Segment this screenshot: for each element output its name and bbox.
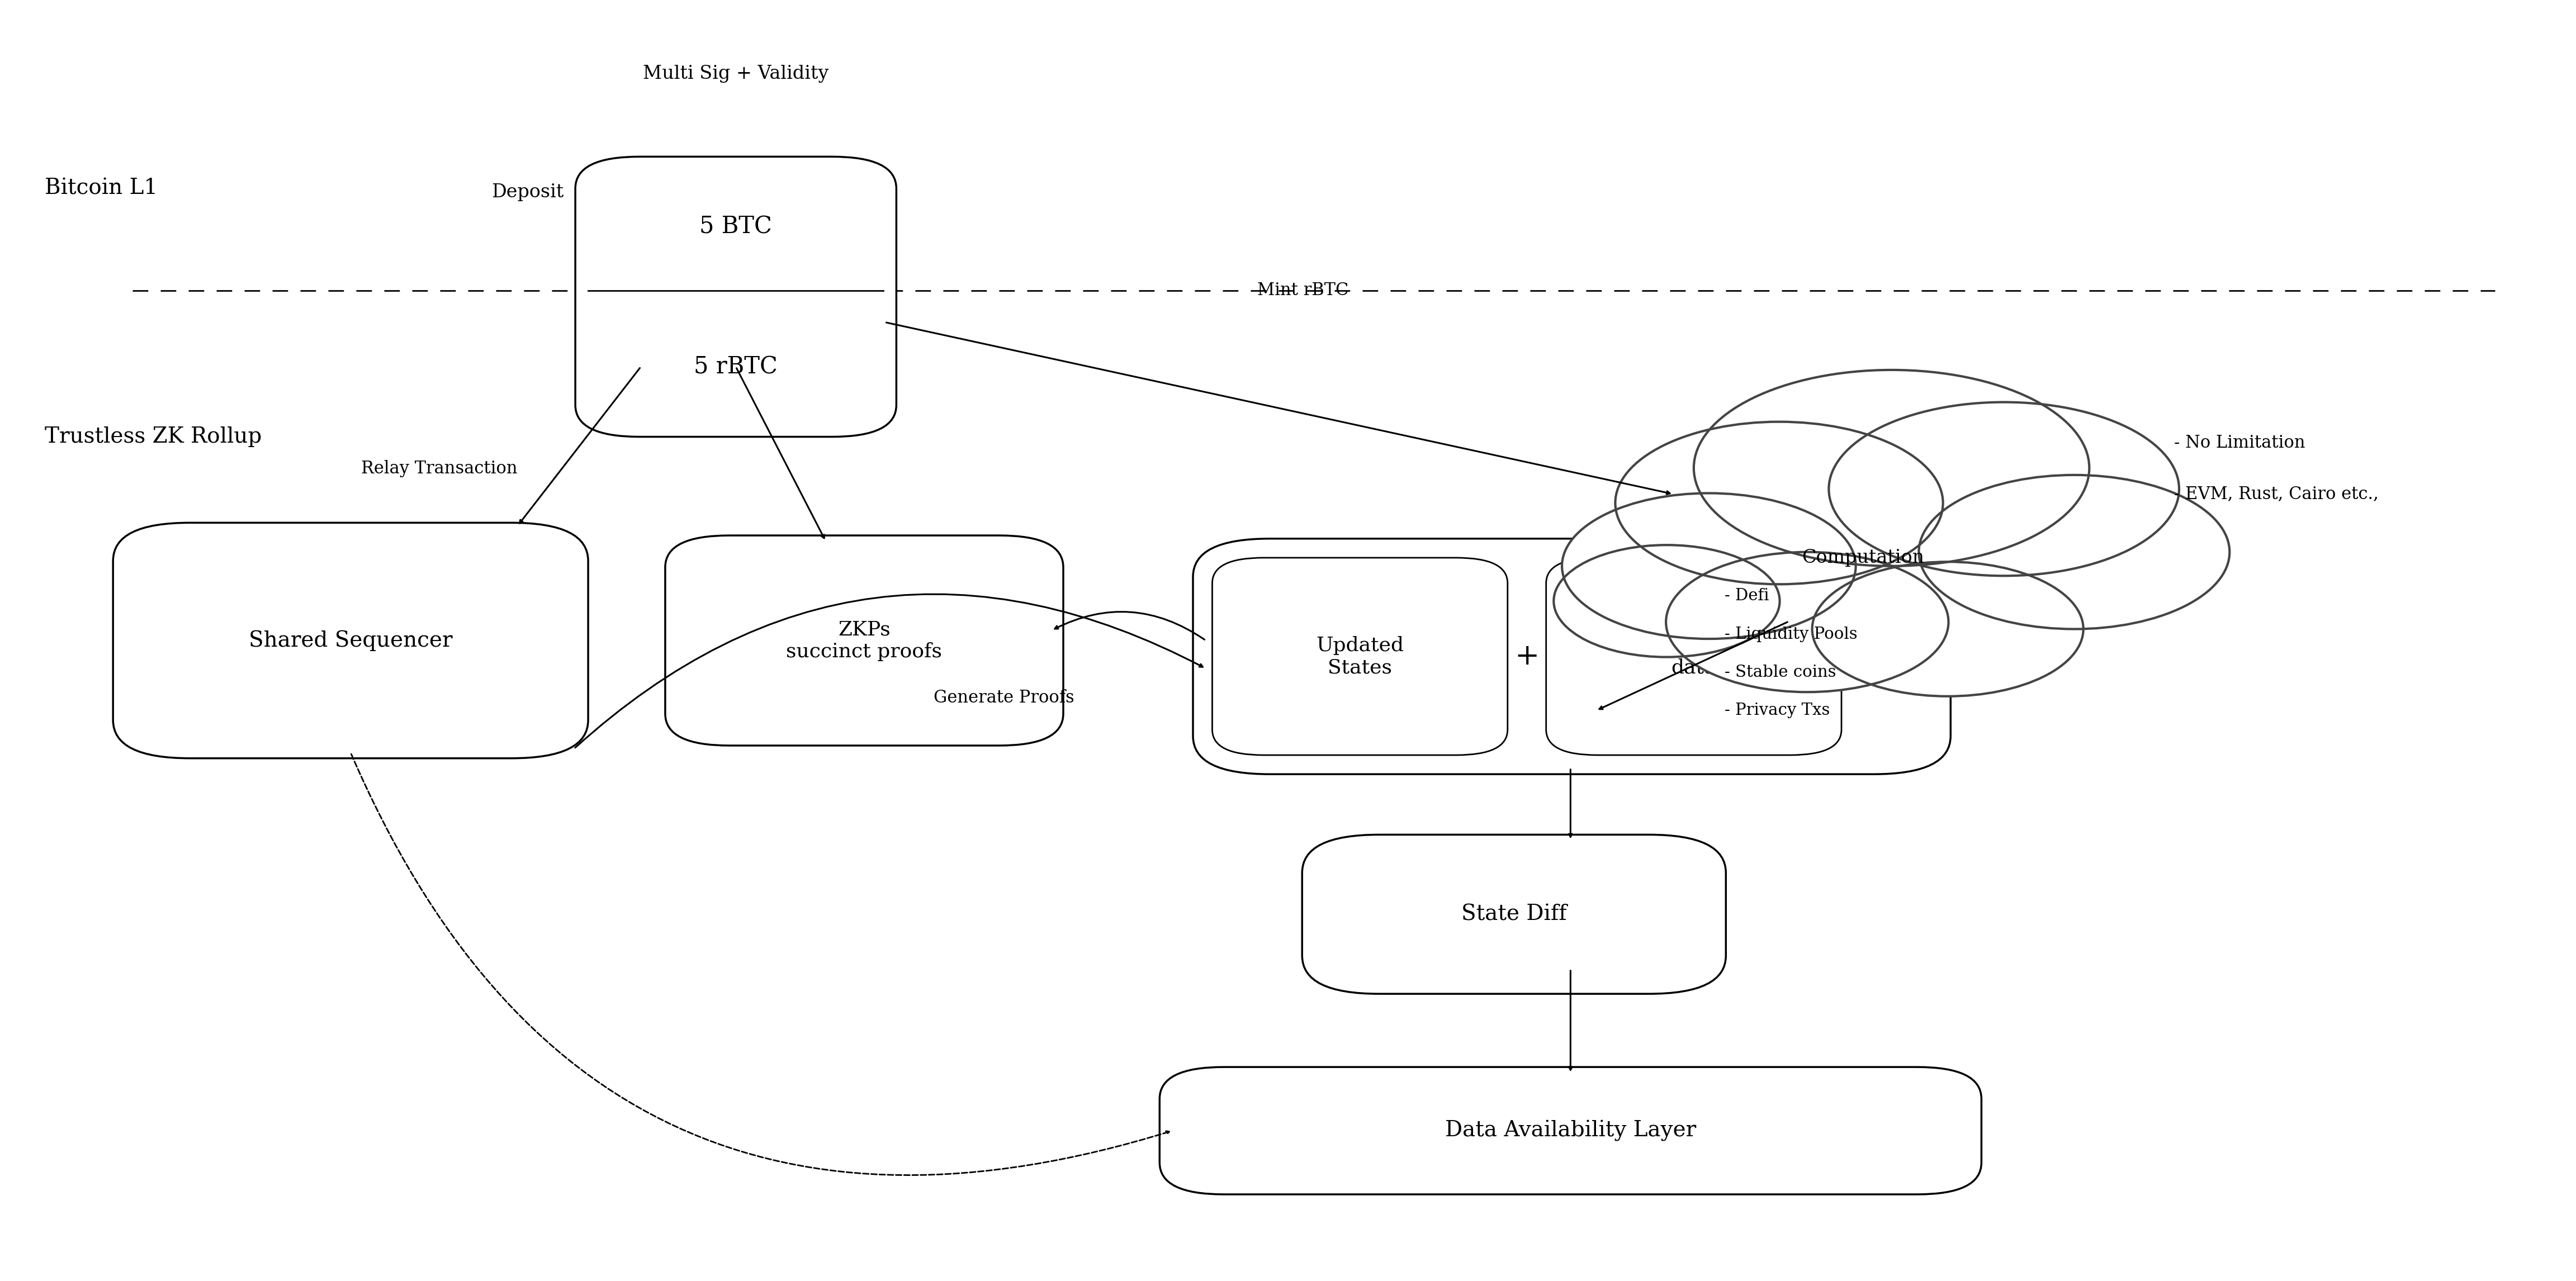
Text: ZKPs
succinct proofs: ZKPs succinct proofs [786, 620, 943, 661]
Text: Bitcoin L1: Bitcoin L1 [44, 178, 157, 199]
Circle shape [1615, 421, 1942, 584]
Circle shape [1553, 544, 1780, 657]
Text: Computation: Computation [1801, 548, 1924, 566]
FancyBboxPatch shape [1159, 1067, 1981, 1194]
Text: - Defi: - Defi [1723, 588, 1770, 603]
Circle shape [1919, 475, 2231, 629]
Text: Transaction
data: Transaction data [1633, 635, 1754, 676]
Text: Mint rBTC: Mint rBTC [1257, 282, 1347, 298]
FancyBboxPatch shape [665, 535, 1064, 746]
Text: Deposit: Deposit [492, 183, 564, 201]
Text: State Diff: State Diff [1461, 904, 1566, 925]
Text: Trustless ZK Rollup: Trustless ZK Rollup [44, 427, 263, 447]
Text: 5 BTC: 5 BTC [701, 215, 773, 238]
Circle shape [1695, 370, 2089, 566]
FancyBboxPatch shape [1546, 557, 1842, 755]
Text: - Liquidity Pools: - Liquidity Pools [1723, 626, 1857, 642]
FancyBboxPatch shape [1213, 557, 1507, 755]
Circle shape [1829, 402, 2179, 576]
Circle shape [1667, 552, 1947, 692]
Text: - No Limitation: - No Limitation [2174, 434, 2306, 452]
FancyBboxPatch shape [1301, 835, 1726, 994]
Text: 5 rBTC: 5 rBTC [693, 355, 778, 378]
Text: - EVM, Rust, Cairo etc.,: - EVM, Rust, Cairo etc., [2174, 485, 2378, 502]
Text: Multi Sig + Validity: Multi Sig + Validity [644, 65, 829, 83]
Text: Generate Proofs: Generate Proofs [933, 689, 1074, 706]
FancyBboxPatch shape [574, 156, 896, 437]
Circle shape [1811, 562, 2084, 697]
Circle shape [1561, 493, 1855, 639]
Text: Relay Transaction: Relay Transaction [361, 460, 518, 478]
FancyBboxPatch shape [113, 523, 587, 758]
Text: - Privacy Txs: - Privacy Txs [1723, 703, 1829, 719]
Text: Data Availability Layer: Data Availability Layer [1445, 1120, 1695, 1141]
Text: - Stable coins: - Stable coins [1723, 665, 1837, 680]
Text: +: + [1515, 642, 1540, 671]
Text: Shared Sequencer: Shared Sequencer [250, 630, 453, 651]
FancyBboxPatch shape [1193, 538, 1950, 774]
Text: Updated
States: Updated States [1316, 635, 1404, 676]
